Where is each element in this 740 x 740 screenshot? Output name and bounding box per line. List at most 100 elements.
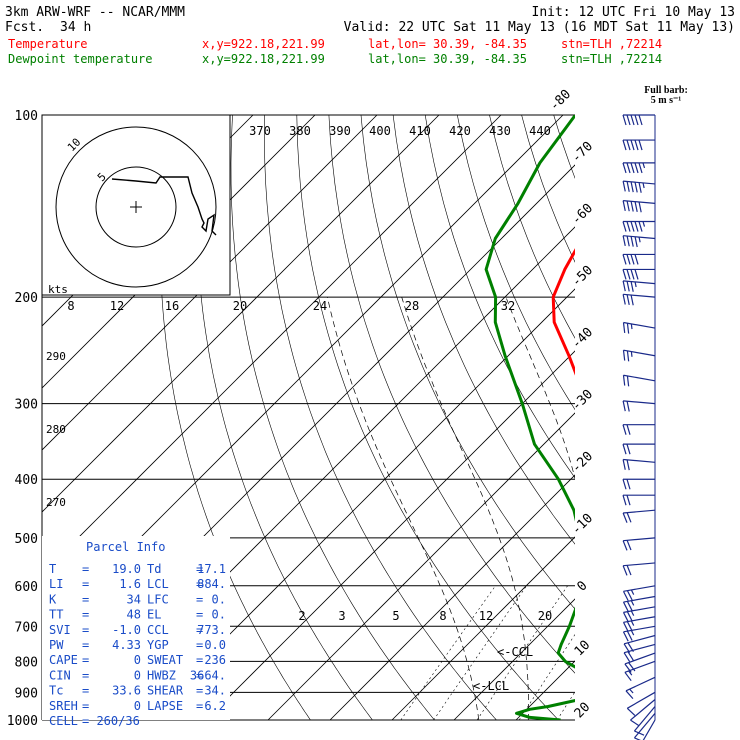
theta-label: 410 (409, 124, 431, 138)
wind-barb-shaft (623, 643, 656, 654)
wind-barb-shaft (623, 321, 656, 329)
wind-barb-shaft (630, 699, 656, 721)
wind-barb (642, 719, 656, 740)
wind-barb-flag (634, 182, 638, 193)
wind-barb-half (630, 630, 635, 636)
wind-barb-shaft (633, 712, 656, 739)
parcel-info-eq: = (82, 653, 89, 667)
wind-barb-flag (622, 350, 626, 361)
wind-barb-shaft (623, 400, 656, 405)
temperature-legend-latlon: lat,lon= 30.39, -84.35 (368, 37, 527, 51)
wind-barb-flag (626, 590, 633, 601)
parcel-info-key: EL (147, 608, 161, 622)
wind-barb (622, 139, 655, 151)
wind-barb (622, 253, 655, 265)
parcel-info-row: CELL = 260/36 (49, 714, 140, 728)
wind-barb (622, 606, 656, 622)
dry-adiabat-line (328, 115, 575, 674)
model-title: 3km ARW-WRF -- NCAR/MMM (5, 5, 185, 20)
wind-barb-flag (626, 512, 632, 523)
wind-barb-shaft (623, 625, 656, 633)
parcel-info-box: Parcel Info T = 19.0 Td =17.1LI = 1.6 LCL =884.K… (42, 536, 230, 728)
wind-barb-flag (638, 201, 642, 213)
wind-barb (622, 509, 656, 523)
parcel-info-key: SHEAR (147, 684, 184, 698)
parcel-info-key: K (49, 592, 57, 606)
parcel-info-eq: = (82, 668, 89, 682)
theta-side-label: 270 (46, 496, 66, 509)
wind-barb (622, 235, 656, 248)
isotherm-label: 0 (574, 578, 590, 594)
parcel-info-row: TT = 48 EL = 0. (49, 608, 226, 622)
isotherm-line (702, 115, 740, 720)
dry-adiabat-line (457, 115, 575, 411)
wind-barb (622, 114, 655, 126)
wind-barb-half (629, 688, 634, 694)
theta-label: 440 (529, 124, 551, 138)
parcel-info-eq: = (196, 608, 203, 622)
wind-barb-flag (638, 162, 643, 174)
wind-barb-half (634, 281, 637, 288)
parcel-info-row: Tc = 33.6 SHEAR = 34. (49, 684, 226, 698)
dry-adiabat-line (264, 115, 497, 720)
wind-barb-flag (634, 730, 645, 736)
wind-barb-half (642, 221, 646, 227)
wind-barb-flag (630, 181, 634, 193)
wind-barb-half (628, 670, 633, 676)
isotherm-line (42, 115, 502, 575)
parcel-info-background (42, 536, 230, 720)
wind-barb-flag (630, 254, 635, 265)
wind-barb-flag (638, 139, 643, 151)
wind-barb-flag (630, 162, 635, 174)
pressure-tick-label: 800 (15, 655, 38, 670)
temperature-profile (551, 248, 575, 376)
isotherm-line (143, 288, 575, 720)
dry-adiabat-line (195, 115, 373, 720)
wind-barb-flag (634, 201, 638, 213)
parcel-info-key: T (49, 562, 56, 576)
wind-barb (622, 537, 656, 551)
forecast-label: Fcst. (5, 20, 44, 35)
wind-barb-flag (634, 236, 638, 248)
parcel-info-value: 34. (204, 684, 226, 698)
moist-adiabat-line (505, 296, 575, 480)
isotherm-line (453, 598, 575, 720)
wind-barb-flag (630, 221, 635, 232)
parcel-info-key: HWBZ (147, 668, 176, 682)
wind-barb-half (630, 589, 635, 595)
pressure-tick-label: 900 (15, 686, 38, 701)
wind-barb-shaft (625, 676, 656, 692)
wind-barbs (622, 114, 656, 740)
wind-barb-flag (622, 459, 626, 470)
theta-e-label: 32 (501, 299, 515, 313)
wind-barb-flag (622, 565, 628, 576)
moist-adiabat-line (677, 297, 740, 720)
parcel-info-eq: = (82, 638, 89, 652)
wind-barb-shaft (624, 652, 656, 665)
parcel-info-value: 17.1 (197, 562, 226, 576)
wind-barb-flag (626, 350, 630, 362)
wind-barb-flag (626, 162, 631, 174)
wind-barb-flag (630, 281, 634, 292)
parcel-info-key: Tc (49, 684, 63, 698)
wind-barb-flag (622, 612, 629, 622)
wind-barb-shaft (623, 374, 656, 382)
wind-barb-flag (625, 690, 634, 700)
mixing-ratio-line (400, 585, 496, 720)
wind-barb-shaft (623, 595, 656, 603)
wind-barb-flag (624, 671, 632, 682)
pressure-tick-label: 300 (15, 398, 38, 413)
parcel-info-value: 48 (127, 608, 141, 622)
pressure-tick-label: 100 (15, 109, 38, 124)
wind-barb-flag (622, 495, 627, 506)
isotherm-label: -50 (569, 263, 596, 290)
valid-time: Valid: 22 UTC Sat 11 May 13 (16 MDT Sat … (344, 20, 735, 35)
wind-barb-half (630, 610, 635, 616)
parcel-info-row: K = 34 LFC = 0. (49, 592, 226, 606)
wind-barb (633, 706, 656, 736)
wind-barb-flag (626, 621, 633, 632)
theta-e-label: 24 (313, 299, 327, 313)
wind-barb-shaft (623, 634, 656, 645)
dry-adiabat-line (424, 115, 575, 479)
parcel-info-title: Parcel Info (86, 540, 165, 554)
